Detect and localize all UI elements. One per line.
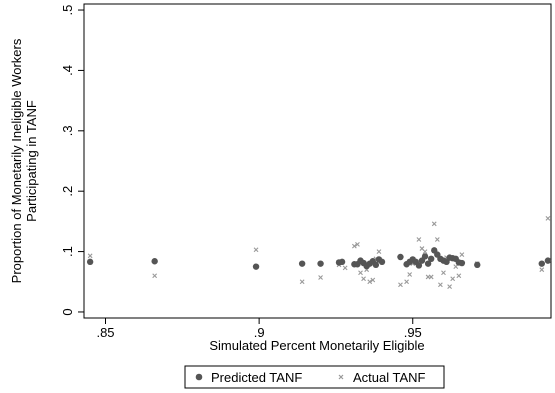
legend-label-predicted: Predicted TANF xyxy=(211,370,302,385)
x-tick-label: .9 xyxy=(254,325,265,340)
predicted-tanf-point xyxy=(298,260,306,267)
data-points xyxy=(86,215,552,289)
actual-tanf-point xyxy=(447,284,453,289)
actual-tanf-point xyxy=(428,274,434,280)
predicted-tanf-point xyxy=(378,258,386,266)
predicted-tanf-point xyxy=(427,255,435,263)
actual-tanf-point xyxy=(539,267,545,273)
actual-tanf-point xyxy=(367,279,373,285)
predicted-tanf-point xyxy=(397,253,404,261)
actual-tanf-point xyxy=(434,237,440,242)
actual-tanf-point xyxy=(342,265,348,271)
predicted-tanf-point xyxy=(424,260,432,267)
y-tick-label: 0 xyxy=(60,308,75,315)
predicted-tanf-point xyxy=(474,261,481,269)
predicted-tanf-point xyxy=(415,262,423,269)
actual-tanf-point xyxy=(431,221,437,227)
legend-marker-predicted xyxy=(195,373,203,381)
actual-tanf-point xyxy=(318,275,323,280)
actual-tanf-point xyxy=(459,252,465,257)
actual-tanf-point xyxy=(87,253,93,259)
x-tick-label: .85 xyxy=(96,325,114,340)
actual-tanf-point xyxy=(438,282,443,288)
actual-tanf-point xyxy=(376,249,382,254)
predicted-tanf-point xyxy=(544,257,552,264)
actual-tanf-point xyxy=(370,277,376,283)
actual-tanf-point xyxy=(422,249,428,254)
actual-tanf-point xyxy=(441,270,446,276)
actual-tanf-point xyxy=(361,276,366,282)
actual-tanf-point xyxy=(456,273,462,279)
legend-box xyxy=(184,365,445,389)
actual-tanf-point xyxy=(416,237,422,242)
legend-label-actual: Actual TANF xyxy=(353,370,426,385)
y-axis-title-line-1: Proportion of Monetarily Ineligible Work… xyxy=(9,38,24,283)
predicted-tanf-point xyxy=(372,261,380,269)
actual-tanf-point xyxy=(351,243,357,249)
x-axis: .85.9.951 xyxy=(96,318,422,340)
predicted-tanf-point xyxy=(421,253,429,260)
predicted-tanf-point xyxy=(252,263,260,270)
legend-marker-actual xyxy=(338,374,344,380)
plot-frame xyxy=(83,3,552,319)
predicted-tanf-point xyxy=(338,258,346,266)
legend: Predicted TANF Actual TANF xyxy=(184,365,445,389)
predicted-tanf-point xyxy=(458,259,466,267)
actual-tanf-point xyxy=(407,272,413,277)
actual-tanf-point xyxy=(450,276,456,282)
y-axis: 0 .1 .2 .3 .4 .5 xyxy=(60,5,84,316)
y-tick-label: .1 xyxy=(60,246,75,257)
y-tick-label: .4 xyxy=(60,65,75,76)
actual-tanf-point xyxy=(299,279,305,285)
predicted-tanf-point xyxy=(317,260,324,267)
actual-tanf-point xyxy=(152,273,158,279)
predicted-tanf-point xyxy=(538,260,545,267)
x-tick-label: .95 xyxy=(404,325,422,340)
actual-tanf-point xyxy=(355,241,360,247)
actual-tanf-point xyxy=(358,270,363,276)
actual-tanf-point xyxy=(404,279,409,285)
actual-tanf-point xyxy=(253,247,259,253)
x-axis-title: Simulated Percent Monetarily Eligible xyxy=(209,338,424,353)
y-tick-label: .5 xyxy=(60,5,75,16)
y-tick-label: .2 xyxy=(60,186,75,197)
y-tick-label: .3 xyxy=(60,125,75,136)
predicted-tanf-point xyxy=(151,258,158,265)
actual-tanf-point xyxy=(453,264,459,270)
y-axis-title-line-2: Participating in TANF xyxy=(24,100,39,222)
actual-tanf-point xyxy=(545,215,551,221)
actual-tanf-point xyxy=(398,282,403,288)
predicted-tanf-point xyxy=(86,258,94,266)
